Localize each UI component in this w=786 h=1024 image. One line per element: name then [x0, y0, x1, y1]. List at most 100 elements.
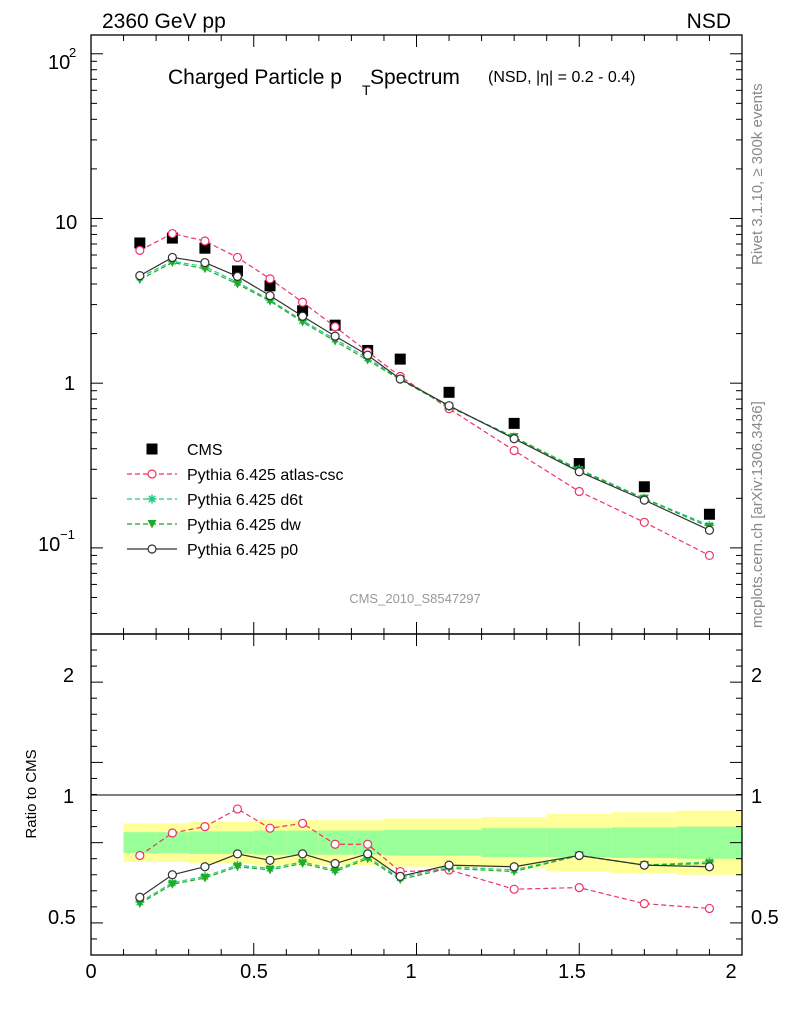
band-green-1	[156, 832, 189, 854]
main-point-pythia-6-425-p0-10	[509, 434, 519, 444]
ytick-label-10: 10	[55, 212, 77, 234]
main-point-cms-9	[443, 386, 455, 398]
chart-title-selection: (NSD, |η| = 0.2 - 0.4)	[488, 69, 635, 86]
xtick-label-0.5: 0.5	[240, 961, 268, 983]
ratio-y-axis-label: Ratio to CMS	[23, 749, 40, 838]
band-green-4	[253, 830, 287, 855]
legend-marker-pythia-6-425-atlas-csc	[147, 469, 157, 479]
ytick-exp-100: 2	[69, 45, 76, 60]
ratio-point-pythia-6-425-atlas-csc-5	[297, 818, 308, 828]
main-point-pythia-6-425-atlas-csc-4	[265, 274, 275, 284]
main-point-pythia-6-425-p0-9	[444, 401, 454, 411]
ratio-point-pythia-6-425-atlas-csc-11	[574, 882, 584, 893]
xtick-label-1: 1	[405, 961, 416, 983]
main-point-pythia-6-425-p0-1	[167, 252, 177, 263]
main-point-pythia-6-425-atlas-csc-0	[135, 245, 145, 255]
main-line-pythia-6-425-atlas-csc	[139, 232, 710, 556]
legend-marker-pythia-6-425-dw	[147, 520, 157, 529]
ratio-point-pythia-6-425-atlas-csc-13	[704, 903, 715, 914]
ratio-point-pythia-6-425-atlas-csc-6	[330, 839, 340, 849]
main-point-cms-3	[231, 265, 243, 277]
main-series-group	[134, 228, 715, 561]
band-green-0	[123, 832, 157, 854]
ratio-line-pythia-6-425-p0	[139, 853, 710, 898]
ratio-point-pythia-6-425-p0-4	[265, 855, 275, 865]
ratio-line-pythia-6-425-dw	[139, 854, 710, 905]
ytick-label-0.1: 10	[38, 534, 60, 556]
ratio-point-pythia-6-425-atlas-csc-3	[232, 804, 243, 814]
rivet-side-label: Rivet 3.1.10, ≥ 300k events	[749, 83, 766, 265]
ratio-point-pythia-6-425-p0-0	[135, 892, 145, 902]
main-point-pythia-6-425-atlas-csc-6	[330, 322, 340, 332]
main-point-cms-0	[134, 237, 146, 249]
ratio-point-pythia-6-425-p0-12	[639, 860, 649, 870]
legend-label-d6t: Pythia 6.425 d6t	[187, 492, 303, 509]
ratio-ytick-1-right: 1	[751, 786, 762, 808]
legend-label-cms: CMS	[187, 442, 223, 459]
main-point-pythia-6-425-dw-2	[200, 264, 210, 274]
legend: CMS Pythia 6.425 atlas-csc Pythia 6.425 …	[127, 442, 344, 559]
legend-marker-pythia-6-425-p0	[147, 544, 157, 554]
legend-marker-cms	[146, 443, 158, 455]
xtick-label-2: 2	[725, 961, 736, 983]
chart-title-spectrum: Spectrum	[370, 66, 460, 89]
main-point-cms-11	[573, 458, 585, 470]
main-point-cms-12	[638, 481, 650, 493]
xtick-label-1.5: 1.5	[558, 961, 586, 983]
main-point-cms-5	[297, 305, 309, 317]
main-point-pythia-6-425-atlas-csc-13	[704, 550, 715, 561]
main-point-pythia-6-425-atlas-csc-11	[574, 486, 584, 497]
ratio-point-pythia-6-425-p0-3	[232, 849, 243, 859]
ratio-point-pythia-6-425-dw-4	[265, 865, 275, 875]
ratio-ytick-0.5-left: 0.5	[48, 907, 76, 929]
ratio-point-pythia-6-425-atlas-csc-0	[135, 850, 145, 861]
band-green-12	[611, 827, 677, 858]
ratio-point-pythia-6-425-dw-2	[200, 873, 210, 883]
energy-label: 2360 GeV pp	[102, 10, 226, 33]
main-point-pythia-6-425-p0-2	[200, 257, 210, 268]
ytick-label-100: 10	[48, 52, 70, 74]
ratio-point-pythia-6-425-atlas-csc-12	[639, 899, 649, 909]
ratio-point-pythia-6-425-p0-6	[330, 858, 340, 869]
ratio-ytick-1-left: 1	[63, 786, 74, 808]
main-point-cms-2	[199, 242, 211, 254]
main-point-pythia-6-425-dw-3	[232, 280, 242, 289]
ratio-point-pythia-6-425-atlas-csc-4	[265, 823, 275, 833]
main-point-pythia-6-425-p0-7	[363, 350, 373, 360]
legend-marker-pythia-6-425-d6t	[147, 494, 157, 504]
ratio-point-pythia-6-425-p0-2	[200, 862, 210, 872]
ratio-point-pythia-6-425-atlas-csc-10	[509, 884, 519, 894]
ratio-point-pythia-6-425-p0-11	[574, 850, 584, 861]
ratio-point-pythia-6-425-p0-13	[704, 862, 715, 872]
band-green-3	[221, 831, 254, 854]
main-point-pythia-6-425-atlas-csc-5	[297, 297, 308, 307]
main-point-pythia-6-425-p0-0	[135, 270, 145, 281]
main-point-pythia-6-425-atlas-csc-1	[167, 228, 177, 239]
main-point-cms-13	[703, 508, 715, 520]
main-point-pythia-6-425-atlas-csc-2	[200, 236, 210, 246]
main-point-pythia-6-425-p0-6	[330, 331, 340, 341]
ratio-point-pythia-6-425-dw-1	[167, 880, 177, 889]
ratio-point-pythia-6-425-dw-6	[330, 867, 340, 877]
main-point-pythia-6-425-atlas-csc-10	[509, 445, 519, 456]
main-point-pythia-6-425-p0-3	[232, 271, 243, 281]
ratio-point-pythia-6-425-p0-1	[167, 870, 177, 880]
main-point-cms-8	[394, 353, 406, 365]
ratio-point-pythia-6-425-dw-0	[135, 899, 145, 909]
ratio-ytick-2-left: 2	[63, 665, 74, 687]
main-point-pythia-6-425-p0-4	[265, 291, 275, 301]
ratio-point-pythia-6-425-dw-3	[232, 862, 242, 872]
legend-label-dw: Pythia 6.425 dw	[187, 517, 301, 534]
ratio-point-pythia-6-425-atlas-csc-1	[167, 828, 177, 838]
main-point-pythia-6-425-atlas-csc-3	[232, 252, 243, 263]
ratio-ytick-0.5-right: 0.5	[751, 907, 779, 929]
ratio-line-pythia-6-425-atlas-csc	[139, 808, 710, 910]
band-green-2	[188, 831, 222, 854]
main-point-pythia-6-425-p0-11	[574, 467, 584, 477]
main-point-pythia-6-425-atlas-csc-12	[639, 517, 649, 527]
band-green-8	[383, 829, 417, 856]
main-point-pythia-6-425-p0-8	[395, 374, 405, 384]
ratio-series-group	[135, 804, 715, 914]
main-line-pythia-6-425-d6t	[139, 260, 710, 526]
